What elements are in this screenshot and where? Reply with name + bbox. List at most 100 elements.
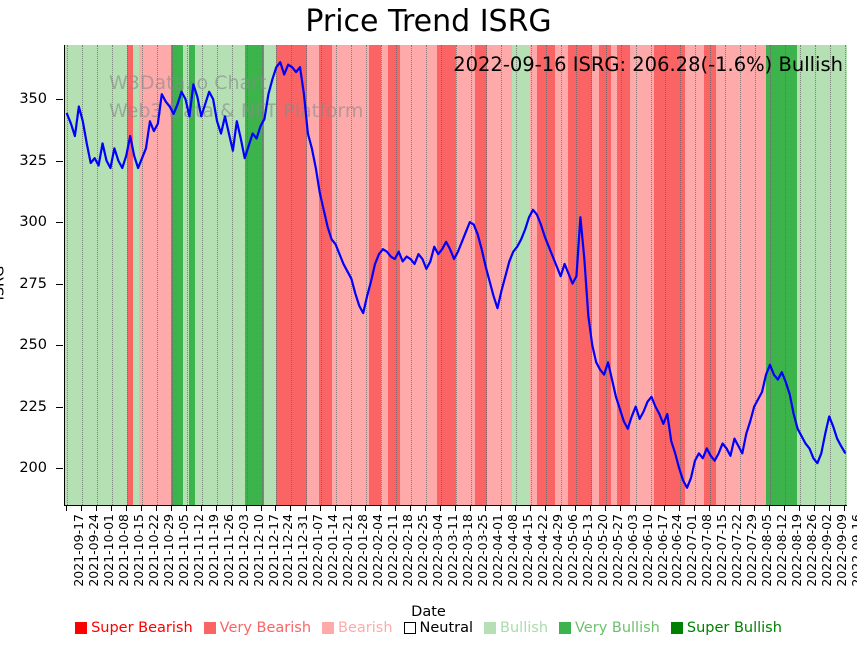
x-tick-mark (260, 505, 262, 511)
x-tick-mark (425, 505, 427, 511)
x-tick-label: 2022-07-29 (744, 514, 760, 587)
gridline (500, 45, 502, 505)
sentiment-band (319, 45, 332, 505)
legend-label: Neutral (419, 620, 474, 636)
gridline (411, 45, 413, 505)
x-tick-mark (320, 505, 322, 511)
legend-swatch-icon (322, 622, 335, 634)
sentiment-band (400, 45, 438, 505)
x-tick-label: 2022-02-11 (385, 514, 401, 587)
gridline (800, 45, 802, 505)
y-tick-label: 275 (19, 275, 47, 292)
gridline (755, 45, 757, 505)
sentiment-band (685, 45, 705, 505)
x-tick-mark (754, 505, 756, 511)
gridline (291, 45, 293, 505)
sentiment-band (189, 45, 196, 505)
legend-swatch-icon (559, 622, 572, 634)
legend-label: Very Bearish (219, 620, 312, 636)
legend-item-neutral[interactable]: Neutral (403, 620, 474, 636)
x-tick-mark (230, 505, 232, 511)
gridline (201, 45, 203, 505)
sentiment-band (629, 45, 655, 505)
x-tick-label: 2022-03-04 (430, 514, 446, 587)
y-tick-mark (56, 283, 63, 285)
gridline (485, 45, 487, 505)
x-tick-label: 2022-03-11 (445, 514, 461, 587)
x-tick-label: 2022-01-07 (310, 514, 326, 587)
gridline (530, 45, 532, 505)
x-tick-label: 2022-07-08 (699, 514, 715, 587)
x-tick-label: 2022-06-03 (624, 514, 640, 587)
gridline (96, 45, 98, 505)
legend-item-very-bullish[interactable]: Very Bullish (559, 620, 660, 636)
sentiment-band (244, 45, 264, 505)
gridline (381, 45, 383, 505)
vertical-gridlines (65, 45, 847, 505)
sentiment-band (617, 45, 630, 505)
legend-swatch-icon (670, 622, 683, 634)
gridline (366, 45, 368, 505)
x-tick-mark (679, 505, 681, 511)
legend-item-bearish[interactable]: Bearish (322, 620, 393, 636)
x-tick-mark (155, 505, 157, 511)
x-tick-mark (80, 505, 82, 511)
sentiment-band (797, 45, 847, 505)
x-tick-mark (784, 505, 786, 511)
gridline (426, 45, 428, 505)
y-tick-label: 200 (19, 460, 47, 477)
legend-swatch-icon (75, 622, 88, 634)
gridline (336, 45, 338, 505)
x-tick-mark (574, 505, 576, 511)
gridline (351, 45, 353, 505)
x-tick-label: 2021-10-29 (160, 514, 176, 587)
x-tick-label: 2022-04-22 (534, 514, 550, 587)
x-tick-mark (350, 505, 352, 511)
y-axis-ticks: 200 225 250 275 300 325 350 (0, 45, 63, 505)
x-tick-label: 2022-09-09 (834, 514, 850, 587)
x-tick-mark (559, 505, 561, 511)
x-tick-label: 2022-06-24 (669, 514, 685, 587)
gridline (321, 45, 323, 505)
gridline (276, 45, 278, 505)
x-tick-mark (514, 505, 516, 511)
x-tick-label: 2022-01-14 (325, 514, 341, 587)
x-tick-label: 2022-04-08 (504, 514, 520, 587)
legend-item-very-bearish[interactable]: Very Bearish (203, 620, 312, 636)
sentiment-band (133, 45, 140, 505)
legend-label: Super Bearish (91, 620, 193, 636)
page-title: Price Trend ISRG (305, 4, 552, 39)
plot-area: W3Data.io Chart Web3 Data & NFT Platform … (64, 45, 847, 506)
x-tick-mark (814, 505, 816, 511)
y-tick-label: 325 (19, 152, 47, 169)
x-tick-label: 2021-09-17 (71, 514, 86, 587)
gridline (590, 45, 592, 505)
x-tick-label: 2021-09-24 (85, 514, 101, 587)
legend-item-bullish[interactable]: Bullish (484, 620, 548, 636)
gridline (785, 45, 787, 505)
x-axis-label: Date (411, 604, 446, 620)
legend-label: Bullish (500, 620, 549, 636)
legend-swatch-icon (203, 622, 216, 634)
x-tick-mark (365, 505, 367, 511)
y-tick-mark (56, 222, 63, 224)
x-tick-mark (469, 505, 471, 511)
y-tick-label: 350 (19, 91, 47, 108)
x-tick-mark (499, 505, 501, 511)
x-tick-label: 2021-12-03 (235, 514, 251, 587)
x-tick-label: 2022-01-28 (355, 514, 371, 587)
x-tick-mark (829, 505, 831, 511)
x-tick-mark (305, 505, 307, 511)
x-tick-label: 2022-05-13 (579, 514, 595, 587)
x-tick-mark (799, 505, 801, 511)
x-tick-mark (215, 505, 217, 511)
x-tick-mark (544, 505, 546, 511)
x-tick-mark (455, 505, 456, 511)
gridline (111, 45, 113, 505)
x-tick-label: 2022-04-01 (489, 514, 505, 587)
sentiment-band (139, 45, 171, 505)
x-tick-mark (275, 505, 277, 511)
legend-item-super-bullish[interactable]: Super Bullish (670, 620, 782, 636)
legend-item-super-bearish[interactable]: Super Bearish (75, 620, 193, 636)
